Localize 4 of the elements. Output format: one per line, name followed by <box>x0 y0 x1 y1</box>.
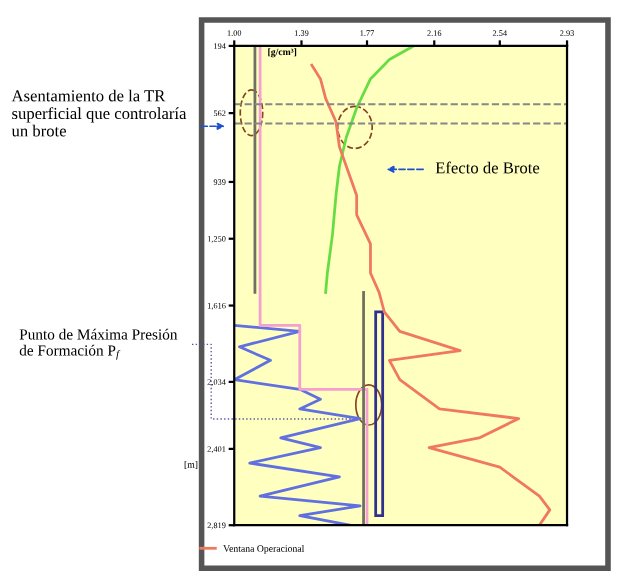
line-series <box>324 45 415 294</box>
text: Asentamiento de la TR superficial que controlaría un brote <box>11 89 187 137</box>
annotation: Efecto de Brote <box>435 161 540 174</box>
line-series <box>310 63 552 526</box>
